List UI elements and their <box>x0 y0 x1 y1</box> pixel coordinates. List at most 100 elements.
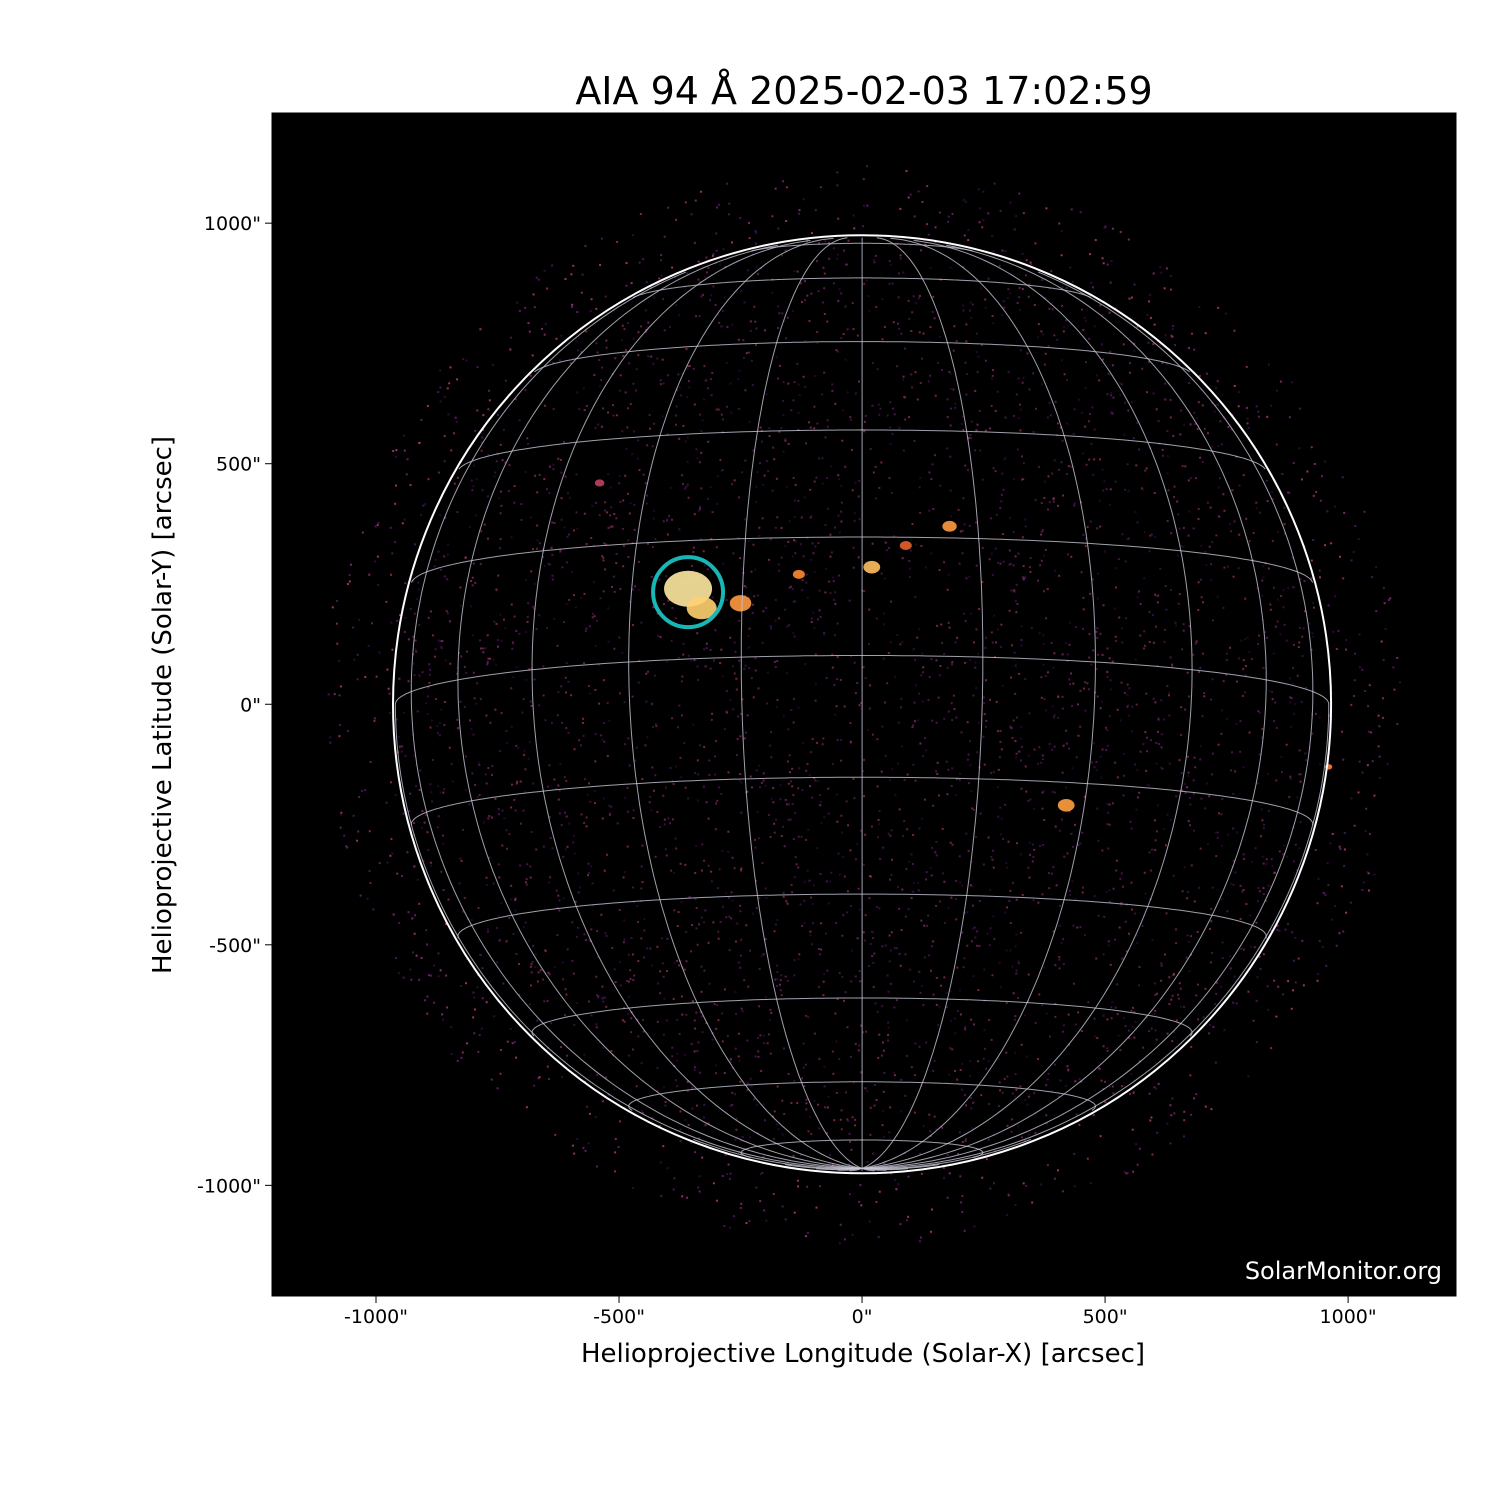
speckle <box>607 640 610 643</box>
speckle <box>1271 539 1274 542</box>
speckle <box>1124 920 1127 923</box>
speckle <box>678 314 681 317</box>
speckle <box>1206 432 1209 435</box>
speckle <box>582 734 585 737</box>
speckle <box>772 1137 775 1140</box>
speckle <box>1110 1017 1113 1020</box>
speckle <box>1020 644 1023 647</box>
speckle <box>1275 726 1278 729</box>
speckle <box>1229 522 1232 525</box>
speckle <box>789 585 792 588</box>
speckle <box>740 1202 743 1205</box>
speckle <box>943 717 946 720</box>
speckle <box>1169 588 1172 591</box>
speckle <box>961 529 964 532</box>
speckle <box>1090 442 1093 445</box>
speckle <box>836 998 839 1001</box>
speckle <box>1220 844 1223 847</box>
speckle <box>761 641 764 644</box>
speckle <box>1143 630 1146 633</box>
speckle <box>785 485 788 488</box>
speckle <box>981 546 984 549</box>
speckle <box>880 1054 883 1057</box>
speckle <box>865 1030 868 1033</box>
speckle <box>627 737 630 740</box>
speckle <box>594 760 597 763</box>
speckle <box>1156 804 1159 807</box>
speckle <box>797 835 800 838</box>
speckle <box>514 899 517 902</box>
speckle <box>477 761 480 764</box>
speckle <box>1040 330 1043 333</box>
speckle <box>590 928 593 931</box>
speckle <box>1247 1075 1250 1078</box>
speckle <box>1145 750 1148 753</box>
speckle <box>565 603 568 606</box>
speckle <box>721 850 724 853</box>
speckle <box>895 1188 898 1191</box>
speckle <box>1239 884 1242 887</box>
speckle <box>1071 845 1074 848</box>
speckle <box>1180 772 1183 775</box>
speckle <box>725 361 728 364</box>
speckle <box>1120 681 1123 684</box>
speckle <box>1398 681 1401 684</box>
speckle <box>573 1023 576 1026</box>
speckle <box>1160 271 1163 274</box>
speckle <box>1142 647 1145 650</box>
speckle <box>628 362 631 365</box>
speckle <box>1018 192 1021 195</box>
speckle <box>1017 377 1020 380</box>
speckle <box>1034 242 1037 245</box>
speckle <box>772 1192 775 1195</box>
speckle <box>721 468 724 471</box>
speckle <box>889 401 892 404</box>
speckle <box>739 904 742 907</box>
speckle <box>957 1010 960 1013</box>
speckle <box>787 728 790 731</box>
speckle <box>1065 472 1068 475</box>
speckle <box>596 351 599 354</box>
speckle <box>1066 1065 1069 1068</box>
speckle <box>652 517 655 520</box>
speckle <box>1127 238 1130 241</box>
speckle <box>758 897 761 900</box>
speckle <box>1025 1184 1028 1187</box>
speckle <box>553 778 556 781</box>
speckle <box>495 588 498 591</box>
speckle <box>779 979 782 982</box>
speckle <box>854 481 857 484</box>
speckle <box>977 721 980 724</box>
speckle <box>1362 881 1365 884</box>
speckle <box>733 672 736 675</box>
speckle <box>692 569 695 572</box>
speckle <box>1211 541 1214 544</box>
speckle <box>808 774 811 777</box>
speckle <box>450 449 453 452</box>
speckle <box>984 429 987 432</box>
speckle <box>616 822 619 825</box>
speckle <box>856 843 859 846</box>
speckle <box>1053 745 1056 748</box>
speckle <box>1103 480 1106 483</box>
speckle <box>864 914 867 917</box>
speckle <box>888 477 891 480</box>
speckle <box>345 845 348 848</box>
speckle <box>827 1095 830 1098</box>
speckle <box>796 362 799 365</box>
speckle <box>830 871 833 874</box>
speckle <box>1170 532 1173 535</box>
speckle <box>809 896 812 899</box>
speckle <box>965 323 968 326</box>
speckle <box>1168 762 1171 765</box>
speckle <box>1092 286 1095 289</box>
speckle <box>999 562 1002 565</box>
speckle <box>1004 456 1007 459</box>
speckle <box>510 884 513 887</box>
speckle <box>869 942 872 945</box>
speckle <box>1291 556 1294 559</box>
speckle <box>1161 448 1164 451</box>
speckle <box>1188 625 1191 628</box>
speckle <box>1040 559 1043 562</box>
speckle <box>1274 701 1277 704</box>
